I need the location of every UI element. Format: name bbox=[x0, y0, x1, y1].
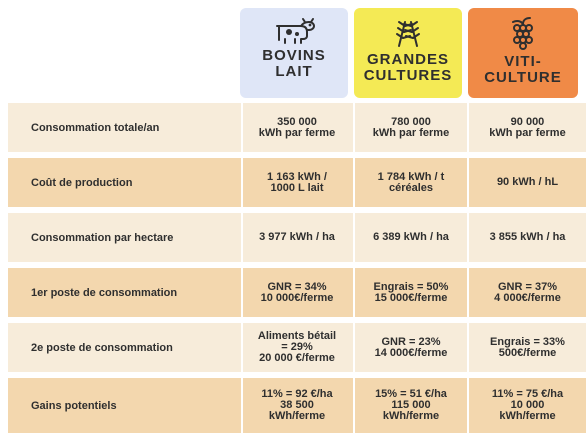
cell-bovins-lait: 3 977 kWh / ha bbox=[259, 231, 335, 243]
cell-viticulture: GNR = 37% 4 000€/ferme bbox=[494, 280, 561, 304]
column-divider bbox=[353, 268, 355, 317]
column-divider bbox=[241, 268, 243, 317]
cell-viticulture: 3 855 kWh / ha bbox=[489, 231, 566, 243]
cell-grandes-cultures: Engrais = 50% 15 000€/ferme bbox=[373, 280, 449, 304]
row-label: Consommation totale/an bbox=[31, 121, 160, 134]
cell-grandes-cultures: 780 000 kWh par ferme bbox=[372, 115, 450, 139]
header-bovins-lait: BOVINS LAIT bbox=[240, 8, 348, 98]
cell-viticulture: 90 kWh / hL bbox=[496, 176, 559, 188]
column-divider bbox=[353, 213, 355, 262]
table-row: 2e poste de consommation Aliments bétail… bbox=[8, 323, 586, 372]
cell-grandes-cultures: 1 784 kWh / t céréales bbox=[377, 170, 445, 194]
grapes-icon bbox=[505, 16, 541, 50]
table-row: 1er poste de consommation GNR = 34% 10 0… bbox=[8, 268, 586, 317]
title-line-2: LAIT bbox=[275, 63, 313, 80]
row-label: 1er poste de consommation bbox=[31, 286, 178, 299]
row-label: 2e poste de consommation bbox=[31, 341, 173, 354]
column-divider bbox=[241, 158, 243, 207]
cell-grandes-cultures: 15% = 51 €/ha 115 000 kWh/ferme bbox=[375, 388, 447, 422]
title-line-1: GRANDES bbox=[366, 51, 449, 68]
cell-grandes-cultures: GNR = 23% 14 000€/ferme bbox=[374, 335, 448, 359]
table-row: Coût de production 1 163 kWh / 1000 L la… bbox=[8, 158, 586, 207]
column-divider bbox=[241, 213, 243, 262]
column-divider bbox=[241, 323, 243, 372]
table-row: Gains potentiels 11% = 92 €/ha 38 500 kW… bbox=[8, 378, 586, 433]
cell-bovins-lait: 1 163 kWh / 1000 L lait bbox=[267, 170, 327, 194]
column-divider bbox=[241, 378, 243, 433]
cell-grandes-cultures: 6 389 kWh / ha bbox=[373, 231, 449, 243]
column-divider bbox=[353, 103, 355, 152]
header-grandes-cultures: GRANDES CULTURES bbox=[354, 8, 462, 98]
column-divider bbox=[467, 378, 469, 433]
header-title: GRANDES CULTURES bbox=[364, 52, 453, 84]
table-row: Consommation par hectare 3 977 kWh / ha … bbox=[8, 213, 586, 262]
cell-bovins-lait: 350 000 kWh par ferme bbox=[258, 115, 336, 139]
column-divider bbox=[467, 158, 469, 207]
header-title: VITI- CULTURE bbox=[484, 54, 562, 86]
header-viticulture: VITI- CULTURE bbox=[468, 8, 578, 98]
title-line-2: CULTURE bbox=[484, 69, 562, 86]
row-label: Consommation par hectare bbox=[31, 231, 174, 244]
column-divider bbox=[353, 158, 355, 207]
column-divider bbox=[241, 103, 243, 152]
column-divider bbox=[353, 378, 355, 433]
title-line-1: BOVINS bbox=[262, 47, 326, 64]
row-label: Coût de production bbox=[31, 176, 133, 189]
cell-bovins-lait: 11% = 92 €/ha 38 500 kWh/ferme bbox=[261, 388, 333, 422]
column-divider bbox=[467, 268, 469, 317]
column-divider bbox=[353, 323, 355, 372]
cell-viticulture: Engrais = 33% 500€/ferme bbox=[490, 335, 565, 359]
row-label: Gains potentiels bbox=[31, 399, 117, 412]
title-line-2: CULTURES bbox=[363, 67, 453, 84]
table-row: Consommation totale/an 350 000 kWh par f… bbox=[8, 103, 586, 152]
title-line-1: VITI- bbox=[504, 53, 542, 70]
column-divider bbox=[467, 213, 469, 262]
wheat-icon bbox=[387, 16, 429, 48]
column-divider bbox=[467, 103, 469, 152]
cow-icon bbox=[271, 16, 317, 44]
cell-bovins-lait: GNR = 34% 10 000€/ferme bbox=[260, 280, 334, 304]
column-divider bbox=[467, 323, 469, 372]
cell-viticulture: 11% = 75 €/ha 10 000 kWh/ferme bbox=[491, 388, 564, 422]
cell-viticulture: 90 000 kWh par ferme bbox=[489, 115, 566, 139]
header-title: BOVINS LAIT bbox=[262, 48, 326, 80]
cell-bovins-lait: Aliments bétail = 29% 20 000 €/ferme bbox=[257, 330, 337, 364]
